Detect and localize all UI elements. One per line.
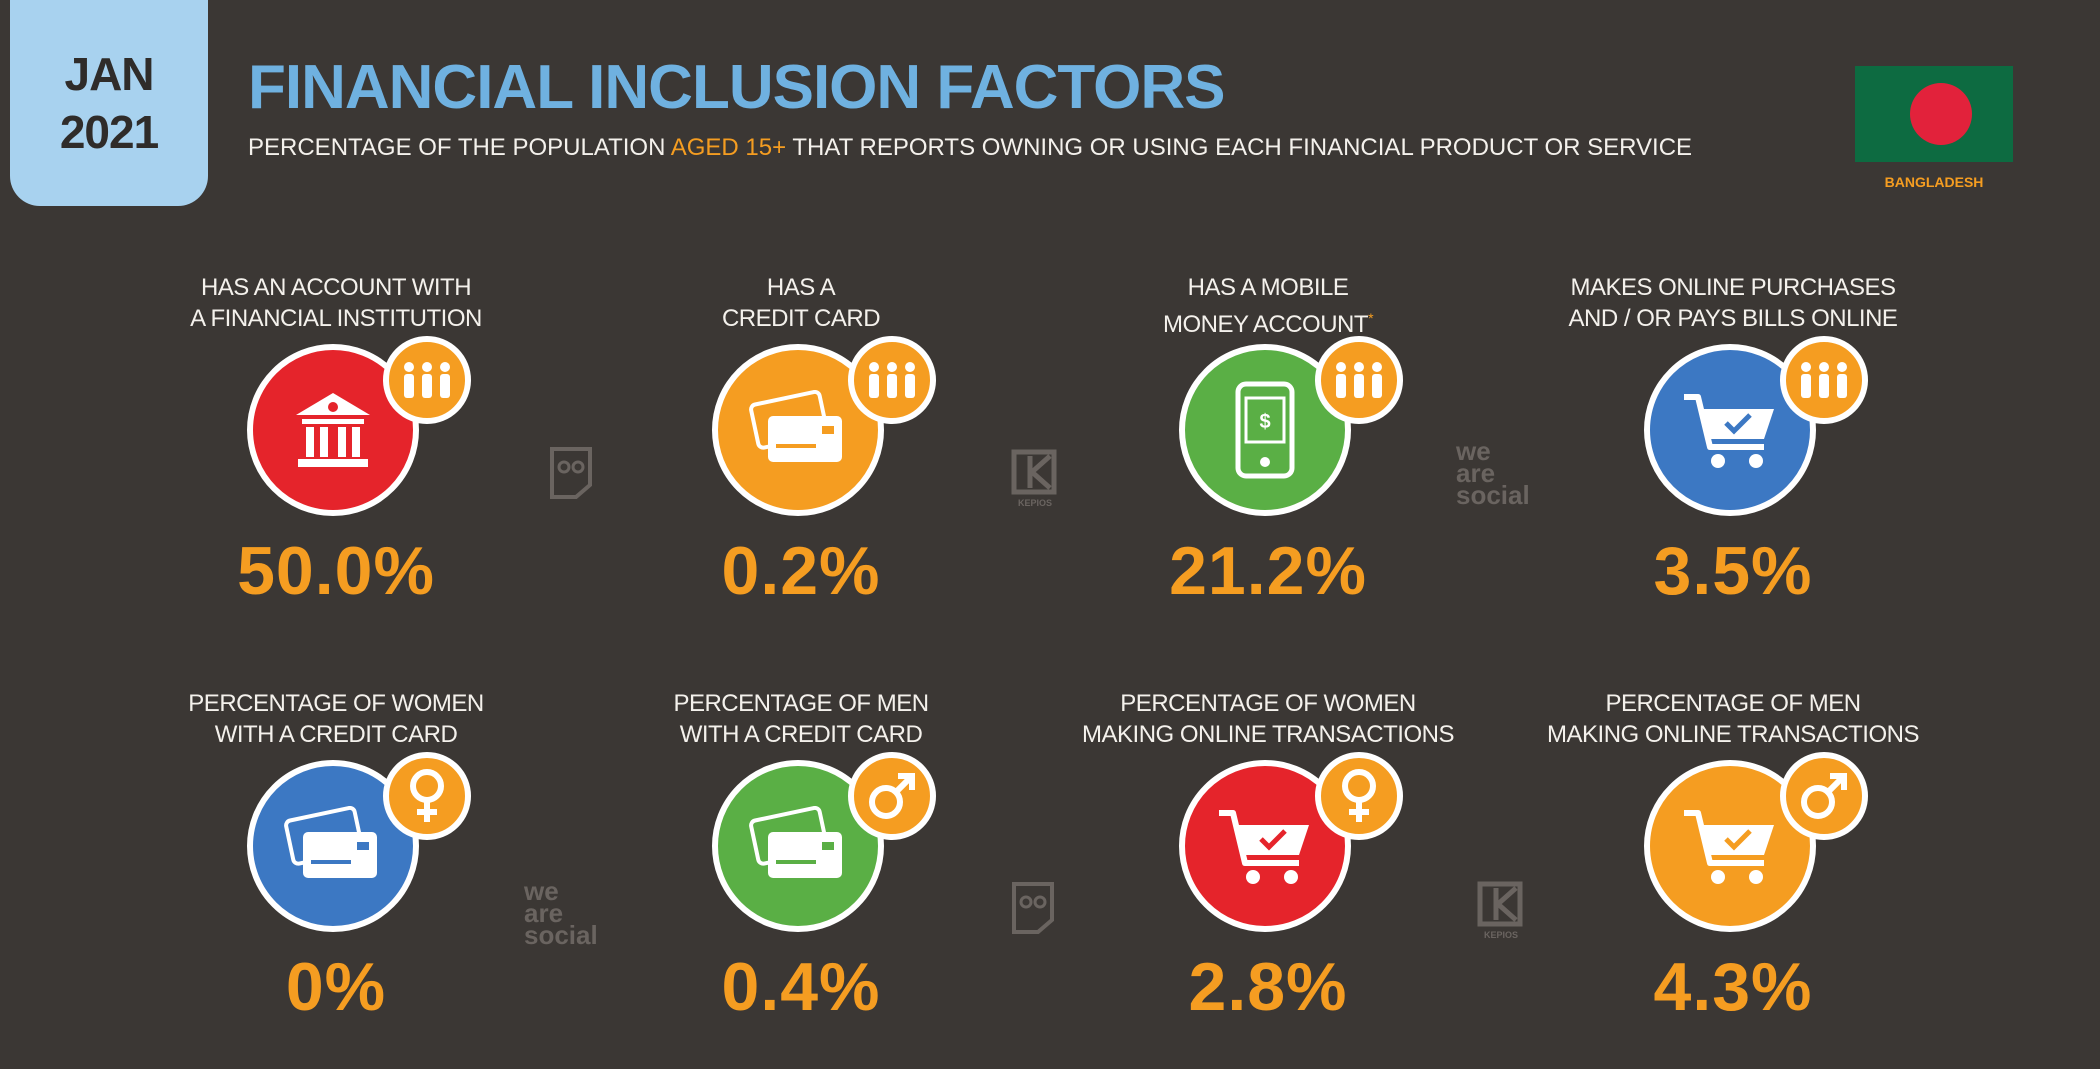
- wm-we: we: [1456, 436, 1491, 466]
- stat-value: 21.2%: [1169, 533, 1367, 609]
- wm-we: we: [524, 876, 559, 906]
- hootsuite-owl-icon: [1010, 880, 1056, 941]
- stat-label-line2: MAKING ONLINE TRANSACTIONS: [1082, 721, 1454, 748]
- date-year: 2021: [59, 106, 159, 158]
- kepios-text: KEPIOS: [1018, 498, 1052, 508]
- subtitle-pre: PERCENTAGE OF THE POPULATION: [248, 134, 671, 161]
- wm-are: are: [1456, 458, 1496, 488]
- stat-label-line2: MAKING ONLINE TRANSACTIONS: [1547, 721, 1919, 748]
- stat-label-line1: PERCENTAGE OF MEN: [673, 690, 929, 717]
- stat-label-line2: MONEY ACCOUNT: [1162, 311, 1369, 338]
- stat-account: HAS AN ACCOUNT WITH A FINANCIAL INSTITUTI…: [126, 272, 546, 632]
- page-subtitle: PERCENTAGE OF THE POPULATION AGED 15+ TH…: [248, 134, 1692, 162]
- hootsuite-owl-icon: [548, 445, 594, 506]
- mobile-money-icon: $: [1179, 344, 1351, 516]
- stat-label: PERCENTAGE OF MEN WITH A CREDIT CARD: [591, 688, 1011, 750]
- stat-label-line1: MAKES ONLINE PURCHASES: [1570, 274, 1896, 301]
- stat-label: HAS AN ACCOUNT WITH A FINANCIAL INSTITUTI…: [126, 272, 546, 334]
- stat-label-line2: WITH A CREDIT CARD: [679, 721, 923, 748]
- stat-label-line2: WITH A CREDIT CARD: [214, 721, 458, 748]
- stat-mobile-money: HAS A MOBILE MONEY ACCOUNT* $ 21.2%: [1058, 272, 1478, 632]
- stat-label: PERCENTAGE OF MEN MAKING ONLINE TRANSACTI…: [1523, 688, 1943, 750]
- people-icon: [1780, 336, 1868, 424]
- we-are-social-logo: we are social: [1456, 438, 1530, 508]
- shopping-cart-icon: [1644, 344, 1816, 516]
- stat-value: 0.2%: [721, 533, 881, 609]
- subtitle-post: THAT REPORTS OWNING OR USING EACH FINANC…: [786, 134, 1693, 161]
- stat-label: PERCENTAGE OF WOMEN MAKING ONLINE TRANSAC…: [1058, 688, 1478, 750]
- male-icon: [848, 752, 936, 840]
- stat-value: 0.4%: [721, 949, 881, 1025]
- we-are-social-logo: we are social: [524, 878, 598, 948]
- footnote-mark: *: [1368, 310, 1374, 326]
- stat-label-line1: PERCENTAGE OF MEN: [1605, 690, 1861, 717]
- stat-men-credit-card: PERCENTAGE OF MEN WITH A CREDIT CARD 0.4%: [591, 688, 1011, 1048]
- people-icon: [848, 336, 936, 424]
- people-icon: [383, 336, 471, 424]
- stat-online-purchases: MAKES ONLINE PURCHASES AND / OR PAYS BILL…: [1523, 272, 1943, 632]
- wm-social: social: [1456, 480, 1530, 510]
- stat-label-line1: HAS A MOBILE: [1187, 274, 1349, 301]
- stat-label-line1: PERCENTAGE OF WOMEN: [188, 690, 484, 717]
- subtitle-highlight: AGED 15+: [670, 134, 787, 161]
- date-badge: JAN 2021: [10, 0, 208, 206]
- stat-value: 2.8%: [1188, 949, 1348, 1025]
- page-title: FINANCIAL INCLUSION FACTORS: [248, 53, 1226, 122]
- stat-men-online: PERCENTAGE OF MEN MAKING ONLINE TRANSACTI…: [1523, 688, 1943, 1048]
- stat-label-line1: HAS AN ACCOUNT WITH: [200, 274, 472, 301]
- date-month: JAN: [64, 48, 154, 100]
- stat-label-line2: AND / OR PAYS BILLS ONLINE: [1568, 305, 1898, 332]
- kepios-logo-icon: KEPIOS: [1476, 880, 1526, 947]
- flag-circle: [1910, 83, 1972, 145]
- people-icon: [1315, 336, 1403, 424]
- bangladesh-flag-icon: [1855, 66, 2013, 162]
- stat-label-line1: HAS A: [766, 274, 836, 301]
- svg-text:$: $: [1259, 411, 1270, 433]
- stat-label: HAS A MOBILE MONEY ACCOUNT*: [1058, 272, 1478, 340]
- stat-women-credit-card: PERCENTAGE OF WOMEN WITH A CREDIT CARD 0%: [126, 688, 546, 1048]
- stat-value: 3.5%: [1653, 533, 1813, 609]
- stat-label-line2: A FINANCIAL INSTITUTION: [190, 305, 482, 332]
- stat-value: 0%: [285, 949, 387, 1025]
- stat-women-online: PERCENTAGE OF WOMEN MAKING ONLINE TRANSAC…: [1058, 688, 1478, 1048]
- stat-label: MAKES ONLINE PURCHASES AND / OR PAYS BILL…: [1523, 272, 1943, 334]
- stat-label: PERCENTAGE OF WOMEN WITH A CREDIT CARD: [126, 688, 546, 750]
- female-icon: [1315, 752, 1403, 840]
- shopping-cart-icon: [1179, 760, 1351, 932]
- male-icon: [1780, 752, 1868, 840]
- kepios-text: KEPIOS: [1484, 930, 1518, 940]
- stat-value: 50.0%: [237, 533, 435, 609]
- female-icon: [383, 752, 471, 840]
- stat-label-line2: CREDIT CARD: [721, 305, 881, 332]
- wm-are: are: [524, 898, 564, 928]
- wm-social: social: [524, 920, 598, 950]
- kepios-logo-icon: KEPIOS: [1010, 448, 1060, 515]
- stat-value: 4.3%: [1653, 949, 1813, 1025]
- stat-credit-card: HAS A CREDIT CARD 0.2%: [591, 272, 1011, 632]
- country-label: BANGLADESH: [1884, 174, 1984, 190]
- stat-label-line1: PERCENTAGE OF WOMEN: [1120, 690, 1416, 717]
- stat-label: HAS A CREDIT CARD: [591, 272, 1011, 334]
